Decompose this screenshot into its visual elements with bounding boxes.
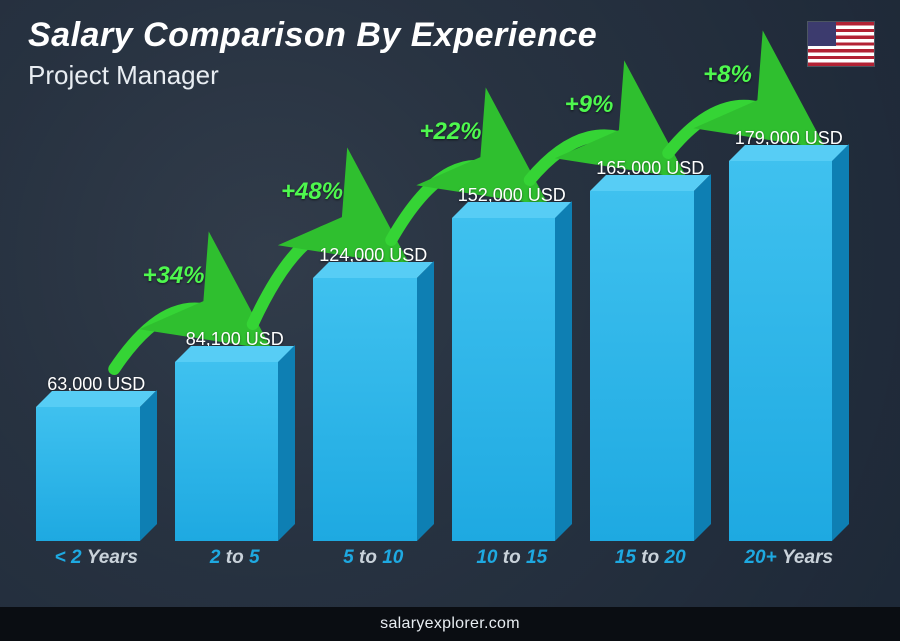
- bar-shape: [36, 407, 157, 541]
- bar-shape: [452, 218, 573, 541]
- growth-pct-label: +8%: [678, 61, 778, 89]
- x-axis-label: 5 to 10: [313, 547, 434, 569]
- x-axis: < 2 Years 2 to 5 5 to 10 10 to 15 15 to 20 20…: [30, 547, 855, 569]
- page-title: Salary Comparison By Experience: [28, 16, 597, 55]
- bar: 63,000 USD: [36, 407, 157, 541]
- bar: 84,100 USD: [175, 362, 296, 541]
- bar-shape: [313, 278, 434, 541]
- bar: 165,000 USD: [590, 191, 711, 541]
- bar: 179,000 USD: [729, 161, 850, 541]
- x-axis-label: 10 to 15: [452, 547, 573, 569]
- salary-bar-chart: +34%+48%+22%+9%+8% 63,000 USD 84,100 USD…: [30, 115, 855, 569]
- x-axis-label: 2 to 5: [175, 547, 296, 569]
- bar: 124,000 USD: [313, 278, 434, 541]
- footer-credit: salaryexplorer.com: [0, 607, 900, 641]
- bar-shape: [175, 362, 296, 541]
- x-axis-label: < 2 Years: [36, 547, 157, 569]
- x-axis-label: 20+ Years: [729, 547, 850, 569]
- bar-shape: [590, 191, 711, 541]
- bars-container: 63,000 USD 84,100 USD 124,000 USD 152,00…: [30, 115, 855, 541]
- bar-shape: [729, 161, 850, 541]
- x-axis-label: 15 to 20: [590, 547, 711, 569]
- bar: 152,000 USD: [452, 218, 573, 541]
- infographic-stage: Salary Comparison By Experience Project …: [0, 0, 900, 641]
